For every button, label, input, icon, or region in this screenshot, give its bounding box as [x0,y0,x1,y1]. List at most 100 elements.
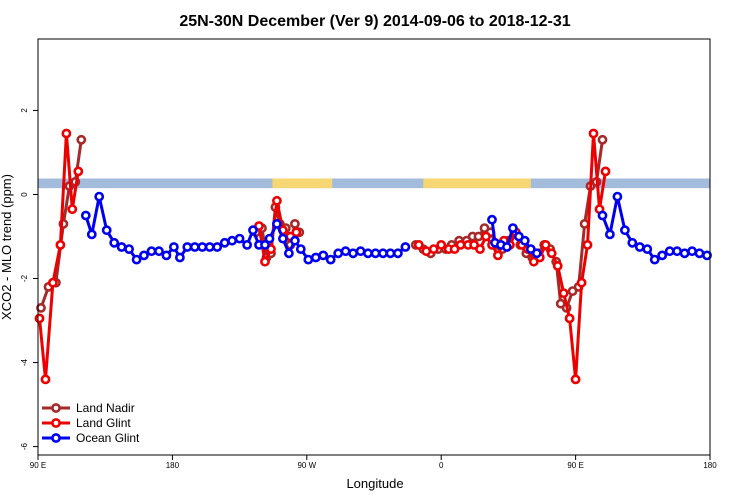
data-point-ocean-glint-14 [182,242,193,252]
data-point-land-glint-40 [576,277,587,288]
data-point-land-glint-8 [260,256,270,267]
data-point-ocean-glint-56 [605,229,615,240]
x-tick-label-4: 90 E [567,461,583,470]
data-point-ocean-glint-38 [348,248,358,259]
data-point-land-glint-34 [540,239,551,250]
data-point-land-glint-37 [558,288,569,299]
data-point-land-glint-3 [55,239,66,250]
data-point-land-glint-2 [48,277,58,288]
data-point-land-glint-26 [492,250,503,261]
data-point-ocean-glint-69 [702,250,712,261]
land-band-segment-0 [272,178,333,189]
legend-item-land-glint: Land Glint [42,416,131,430]
data-point-land-nadir-26 [473,231,484,242]
data-point-land-glint-0 [34,313,45,324]
legend-item-land-nadir: Land Nadir [42,401,135,415]
data-point-land-glint-36 [552,260,563,271]
y-tick-label-3: 0 [20,192,29,197]
data-point-land-glint-35 [546,248,557,259]
data-point-ocean-glint-62 [649,254,660,265]
data-point-ocean-glint-40 [363,248,373,259]
data-point-land-glint-14 [413,239,424,250]
plot-frame [37,38,711,456]
data-point-land-glint-23 [475,244,485,254]
legend-marker-land-nadir [51,403,61,413]
data-point-land-glint-44 [600,166,611,177]
data-point-ocean-glint-11 [161,250,172,261]
legend-label-ocean-glint: Ocean Glint [76,431,140,445]
data-point-land-glint-24 [481,231,491,242]
data-point-ocean-glint-25 [260,239,270,250]
data-point-ocean-glint-55 [597,210,608,221]
data-point-land-nadir-0 [36,302,46,313]
x-tick-label-0: 90 E [30,461,46,470]
data-point-land-glint-17 [436,239,447,250]
x-axis: 90 E 180 90 W 0 90 E 180 [30,455,717,470]
data-point-ocean-glint-9 [146,246,157,257]
x-tick-label-5: 180 [703,461,717,470]
data-point-ocean-glint-63 [657,250,668,261]
data-point-ocean-glint-60 [634,242,645,252]
data-point-ocean-glint-5 [116,242,127,252]
legend-item-ocean-glint: Ocean Glint [42,431,140,445]
data-point-land-glint-13 [291,227,302,238]
x-axis-label: Longitude [346,476,403,491]
data-point-ocean-glint-6 [124,244,135,254]
data-point-ocean-glint-54 [531,248,542,259]
data-point-ocean-glint-41 [370,248,381,259]
x-tick-label-2: 90 W [297,461,316,470]
land-band-segment-1 [423,178,531,189]
series-line-land-nadir-2 [415,139,604,310]
data-point-ocean-glint-8 [139,250,149,261]
data-point-ocean-glint-28 [277,233,288,244]
data-point-ocean-glint-21 [234,233,245,244]
data-point-ocean-glint-23 [248,225,258,236]
data-point-ocean-glint-66 [679,248,690,259]
data-point-ocean-glint-49 [501,242,512,252]
data-point-ocean-glint-1 [86,229,97,240]
series-line-land-glint-0 [38,132,80,381]
data-point-ocean-glint-12 [168,242,179,252]
data-point-land-glint-6 [73,166,84,177]
y-axis: -6 -4 -2 0 2 [20,108,38,450]
data-point-land-nadir-6 [76,134,87,145]
data-point-ocean-glint-2 [94,191,105,202]
legend-label-land-nadir: Land Nadir [76,401,135,415]
data-point-ocean-glint-18 [212,242,223,252]
data-point-ocean-glint-13 [174,252,185,263]
data-point-land-glint-42 [588,128,599,139]
data-point-land-glint-4 [61,128,72,139]
data-point-ocean-glint-10 [154,246,164,257]
data-point-ocean-glint-31 [295,244,306,254]
series-line-land-glint-2 [417,132,607,381]
data-point-ocean-glint-43 [385,248,396,259]
data-point-land-glint-16 [428,244,439,254]
y-tick-label-4: 2 [20,108,29,113]
data-point-ocean-glint-7 [131,254,142,265]
data-point-ocean-glint-22 [242,239,252,250]
data-point-land-glint-38 [564,313,575,324]
data-point-ocean-glint-46 [487,214,497,225]
ocean-band [38,178,710,189]
series-layer [34,128,712,385]
data-point-ocean-glint-17 [204,242,215,252]
data-point-land-nadir-15 [289,218,300,229]
data-point-ocean-glint-57 [612,191,623,202]
chart-title: 25N-30N December (Ver 9) 2014-09-06 to 2… [179,13,570,30]
data-point-land-glint-39 [570,374,581,385]
data-point-ocean-glint-3 [101,225,112,236]
data-point-ocean-glint-20 [227,235,237,246]
data-point-ocean-glint-45 [400,242,411,252]
data-point-ocean-glint-26 [264,233,275,244]
data-point-ocean-glint-68 [694,248,705,259]
data-point-ocean-glint-44 [392,248,403,259]
legend-marker-land-glint [51,418,61,428]
surface-band [38,178,710,189]
data-point-ocean-glint-34 [318,250,329,261]
x-tick-label-1: 180 [166,461,180,470]
data-point-ocean-glint-30 [289,235,300,246]
data-point-ocean-glint-52 [519,235,530,246]
x-tick-label-3: 0 [439,461,444,470]
